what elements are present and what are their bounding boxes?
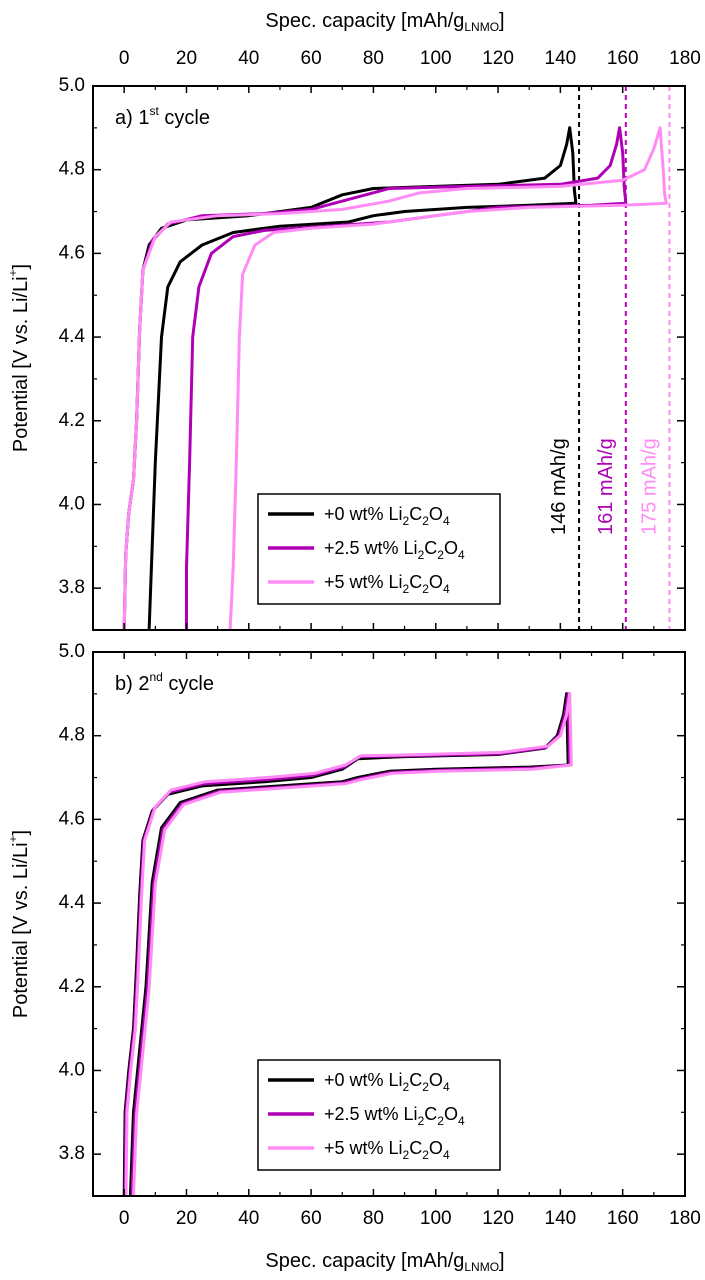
x-tick-label: 60 (301, 1208, 322, 1229)
x-tick-label: 20 (176, 48, 197, 69)
x-tick-label: 180 (669, 48, 701, 69)
x-tick-label: 0 (119, 48, 130, 69)
panel-b: 0 20 40 60 80 100 120 140 160 180 3.8 4.0 4.2 4.4 4.6 4… (6, 641, 701, 1274)
legend: +0 wt% Li2C2O4 +2.5 wt% Li2C2O4 +5 wt% Li2… (257, 493, 501, 605)
x-tick-label: 40 (238, 1208, 259, 1229)
x-tick-label: 100 (420, 1208, 452, 1229)
y-tick-label: 4.8 (59, 159, 85, 180)
x-tick-label: 80 (363, 48, 384, 69)
series-line-2-discharge (132, 692, 573, 1196)
x-axis-title: Spec. capacity [mAh/gLNMO] (265, 10, 504, 34)
x-tick-label: 60 (301, 48, 322, 69)
panel-label: a) 1st cycle (115, 104, 210, 129)
x-axis-title: Spec. capacity [mAh/gLNMO] (265, 1250, 504, 1274)
series-line-2-charge (124, 692, 572, 1196)
y-tick-label: 3.8 (59, 1143, 85, 1164)
legend-label-0: +0 wt% Li2C2O4 (324, 1070, 450, 1094)
plot-frame (92, 651, 686, 1197)
series-group (122, 126, 668, 630)
x-tick-label: 160 (607, 48, 639, 69)
y-tick-label: 4.0 (59, 493, 85, 514)
legend-label-2: +5 wt% Li2C2O4 (324, 1138, 450, 1162)
y-axis-title: Potential [V vs. Li/Li+] (6, 830, 32, 1018)
y-tick-label: 4.8 (59, 725, 85, 746)
x-tick-label: 140 (545, 48, 577, 69)
y-tick-label: 4.2 (59, 976, 85, 997)
legend-label-0: +0 wt% Li2C2O4 (324, 504, 450, 528)
panel-a: 146 mAh/g 161 mAh/g 175 mAh/g 0 20 40 60 80 100 1… (6, 10, 701, 631)
plot-frame (92, 85, 686, 631)
x-tick-label: 140 (545, 1208, 577, 1229)
legend-label-1: +2.5 wt% Li2C2O4 (324, 538, 465, 562)
series-line-2-discharge (228, 126, 668, 630)
y-tick-label: 4.2 (59, 410, 85, 431)
series-line-0-discharge (147, 126, 578, 630)
y-tick-label: 4.6 (59, 242, 85, 263)
y-tick-label: 5.0 (59, 641, 85, 662)
series-group (122, 692, 573, 1196)
x-tick-label: 100 (420, 48, 452, 69)
x-tick-label: 160 (607, 1208, 639, 1229)
y-tick-label: 4.0 (59, 1059, 85, 1080)
reference-label-1: 161 mAh/g (595, 438, 617, 535)
panel-label: b) 2nd cycle (115, 670, 214, 695)
x-tick-label: 180 (669, 1208, 701, 1229)
legend-label-2: +5 wt% Li2C2O4 (324, 572, 450, 596)
y-axis-title: Potential [V vs. Li/Li+] (6, 264, 32, 452)
y-tick-label: 4.6 (59, 808, 85, 829)
legend-label-1: +2.5 wt% Li2C2O4 (324, 1104, 465, 1128)
x-tick-label: 20 (176, 1208, 197, 1229)
reference-label-0: 146 mAh/g (548, 438, 570, 535)
legend: +0 wt% Li2C2O4 +2.5 wt% Li2C2O4 +5 wt% Li2… (257, 1059, 501, 1171)
reference-label-2: 175 mAh/g (638, 438, 660, 535)
x-tick-label: 40 (238, 48, 259, 69)
x-tick-label: 0 (119, 1208, 130, 1229)
x-tick-label: 80 (363, 1208, 384, 1229)
y-tick-label: 5.0 (59, 75, 85, 96)
series-line-2-charge (122, 126, 662, 630)
y-tick-label: 4.4 (59, 326, 86, 347)
x-tick-label: 120 (482, 48, 514, 69)
y-tick-label: 3.8 (59, 577, 85, 598)
x-tick-label: 120 (482, 1208, 514, 1229)
y-tick-label: 4.4 (59, 892, 86, 913)
